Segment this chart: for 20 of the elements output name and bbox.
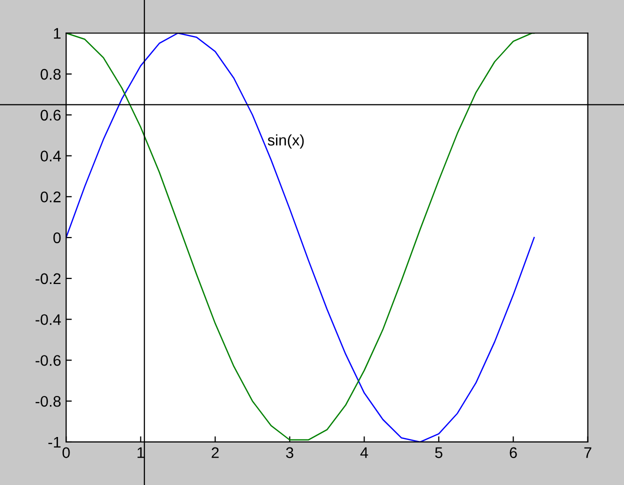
y-tick-label: -0.6 — [36, 355, 61, 366]
x-tick-label: 7 — [584, 447, 592, 458]
x-tick-label: 4 — [360, 447, 368, 458]
annotation: sin(x) — [268, 134, 304, 149]
y-tick-label: -1 — [48, 437, 61, 448]
y-tick-label: 0.4 — [40, 150, 61, 162]
y-tick-label: -0.2 — [36, 273, 61, 284]
y-tick-label: 1 — [54, 28, 61, 39]
x-tick-label: 2 — [212, 447, 219, 458]
y-tick-label: -0.8 — [36, 396, 61, 407]
x-tick-label: 6 — [510, 447, 517, 458]
y-tick-label: -0.4 — [36, 314, 61, 326]
y-tick-label: 0.6 — [40, 110, 61, 121]
x-tick-label: 3 — [286, 447, 294, 458]
y-tick-label: 0.8 — [40, 68, 61, 80]
y-tick-label: 0 — [53, 232, 61, 244]
y-tick-label: 0.2 — [40, 192, 61, 202]
x-tick-label: 5 — [435, 447, 442, 458]
x-tick-label: 0 — [62, 447, 70, 458]
x-tick-label: 1 — [138, 447, 144, 458]
